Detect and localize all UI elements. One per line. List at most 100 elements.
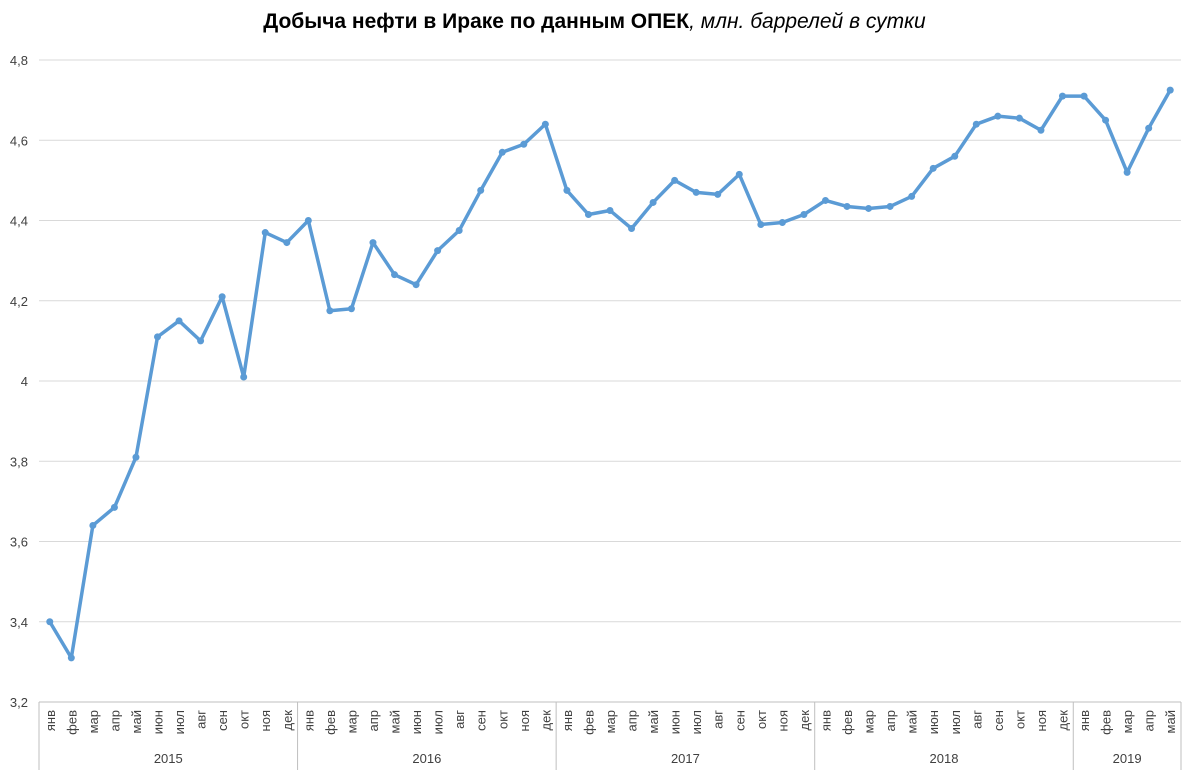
- x-tick-label: дек: [797, 710, 812, 731]
- x-tick-label: авг: [452, 710, 467, 729]
- data-point: [46, 618, 54, 626]
- data-point: [283, 239, 291, 247]
- data-point: [886, 202, 894, 210]
- x-tick-label: июн: [926, 710, 941, 734]
- x-tick-label: янв: [43, 710, 58, 731]
- x-tick-label: май: [129, 710, 144, 733]
- data-point: [778, 219, 786, 227]
- x-tick-label: июн: [151, 710, 166, 734]
- data-point: [994, 112, 1002, 120]
- x-tick-label: фев: [581, 710, 596, 735]
- x-tick-label: апр: [366, 710, 381, 732]
- data-point: [606, 206, 614, 214]
- x-tick-label: ноя: [517, 710, 532, 731]
- x-tick-label: июл: [948, 710, 963, 734]
- x-tick-label: июл: [172, 710, 187, 734]
- x-tick-label: мар: [862, 710, 877, 733]
- year-label: 2017: [671, 751, 700, 766]
- data-point: [240, 373, 248, 381]
- data-point: [520, 140, 528, 148]
- data-point: [735, 170, 743, 178]
- year-label: 2019: [1113, 751, 1142, 766]
- x-tick-label: май: [388, 710, 403, 733]
- x-tick-label: фев: [1099, 710, 1114, 735]
- data-point: [498, 148, 506, 156]
- data-point: [67, 654, 75, 662]
- data-point: [89, 521, 97, 529]
- chart-title-unit: , млн. баррелей в сутки: [689, 10, 926, 33]
- data-point: [304, 217, 312, 224]
- data-point: [197, 337, 205, 345]
- data-point: [110, 503, 118, 511]
- x-tick-label: май: [646, 710, 661, 733]
- data-point: [671, 176, 679, 184]
- data-point: [821, 196, 829, 204]
- x-tick-label: май: [1163, 710, 1178, 733]
- data-point: [972, 120, 980, 128]
- y-tick-label: 4,8: [10, 53, 28, 68]
- year-label: 2016: [412, 751, 441, 766]
- data-point: [369, 239, 377, 247]
- data-point: [1123, 168, 1131, 176]
- y-tick-label: 4: [21, 374, 28, 389]
- data-point: [757, 221, 765, 229]
- series-line: [48, 88, 1172, 660]
- data-point: [865, 204, 873, 212]
- data-point: [714, 190, 722, 198]
- data-point: [434, 247, 442, 255]
- year-label: 2018: [930, 751, 959, 766]
- data-point: [477, 186, 485, 194]
- y-tick-label: 4,2: [10, 294, 28, 309]
- x-tick-label: апр: [883, 710, 898, 732]
- x-tick-label: авг: [194, 710, 209, 729]
- data-point: [541, 120, 549, 128]
- year-label: 2015: [154, 751, 183, 766]
- y-tick-label: 3,4: [10, 615, 28, 630]
- x-tick-label: сен: [732, 710, 747, 731]
- x-tick-label: авг: [969, 710, 984, 729]
- y-tick-label: 3,6: [10, 535, 28, 550]
- data-point: [908, 192, 916, 200]
- x-tick-label: май: [905, 710, 920, 733]
- data-point: [1015, 114, 1023, 122]
- data-point: [628, 225, 636, 233]
- y-tick-label: 3,2: [10, 695, 28, 710]
- x-tick-label: сен: [474, 710, 489, 731]
- data-point: [649, 198, 657, 206]
- data-point: [218, 293, 226, 301]
- x-tick-label: дек: [538, 710, 553, 731]
- x-tick-label: июл: [689, 710, 704, 734]
- x-tick-label: июн: [668, 710, 683, 734]
- x-tick-label: фев: [840, 710, 855, 735]
- x-tick-label: ноя: [258, 710, 273, 731]
- x-tick-label: окт: [495, 710, 510, 729]
- x-tick-label: июл: [431, 710, 446, 734]
- x-tick-label: мар: [1120, 710, 1135, 733]
- y-tick-label: 3,8: [10, 454, 28, 469]
- x-tick-label: янв: [560, 710, 575, 731]
- x-tick-label: окт: [1012, 710, 1027, 729]
- x-tick-label: окт: [237, 710, 252, 729]
- data-point: [1037, 126, 1045, 134]
- data-point: [843, 202, 851, 210]
- data-point: [455, 227, 463, 235]
- x-tick-label: ноя: [1034, 710, 1049, 731]
- data-point: [175, 317, 183, 325]
- x-tick-label: авг: [711, 710, 726, 729]
- x-tick-label: янв: [818, 710, 833, 731]
- data-point: [412, 281, 420, 289]
- data-point: [1145, 124, 1153, 132]
- data-point: [800, 210, 808, 218]
- x-tick-label: мар: [86, 710, 101, 733]
- x-tick-label: янв: [301, 710, 316, 731]
- y-tick-label: 4,6: [10, 133, 28, 148]
- data-point: [1166, 86, 1174, 94]
- data-point: [261, 229, 269, 237]
- x-tick-label: апр: [625, 710, 640, 732]
- x-tick-label: сен: [215, 710, 230, 731]
- chart-title: Добыча нефти в Ираке по данным ОПЕК, млн…: [0, 10, 1189, 34]
- x-tick-label: апр: [107, 710, 122, 732]
- x-tick-label: фев: [64, 710, 79, 735]
